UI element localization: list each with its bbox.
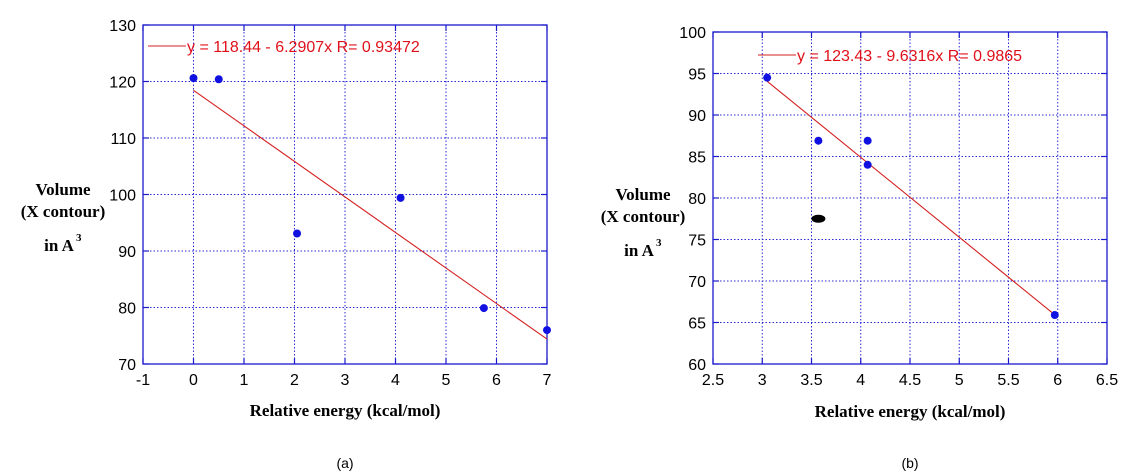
x-tick-label: 5.5 — [997, 372, 1019, 389]
x-tick-label: 3.5 — [800, 372, 822, 389]
data-point — [293, 229, 302, 238]
chart-b: 2.5 3 3.5 4 4.5 5 5.5 6 6.5 60 65 70 75 80 85 90 95 100 y … — [601, 25, 1118, 471]
y-axis-label-line3: in A — [44, 236, 74, 255]
x-tick-label: 6.5 — [1096, 372, 1118, 389]
y-tick-label: 95 — [688, 67, 706, 84]
y-tick-label: 120 — [109, 75, 136, 92]
x-axis-label: Relative energy (kcal/mol) — [250, 401, 441, 420]
x-tick-label: 5 — [955, 372, 964, 389]
y-tick-label: 75 — [688, 233, 706, 250]
x-tick-label: 1 — [240, 372, 249, 389]
y-tick-label: 100 — [679, 25, 706, 42]
x-tick-label: 6 — [1053, 372, 1062, 389]
y-axis-label-line1: Volume — [35, 180, 91, 199]
data-point — [863, 160, 872, 169]
x-tick-label: 3 — [758, 372, 767, 389]
data-point — [543, 326, 551, 335]
regression-line — [193, 89, 548, 340]
regression-line — [766, 80, 1056, 316]
y-tick-label: 70 — [118, 357, 136, 374]
y-axis-label-superscript: 3 — [76, 232, 82, 244]
y-tick-label: 60 — [688, 357, 706, 374]
x-tick-label: 3 — [341, 372, 350, 389]
x-tick-label: 4 — [856, 372, 865, 389]
x-tick-label: 2 — [290, 372, 299, 389]
data-point — [763, 73, 772, 82]
x-tick-label: 6 — [492, 372, 501, 389]
data-point — [479, 304, 488, 313]
data-point — [863, 136, 872, 145]
data-point — [214, 75, 223, 84]
y-tick-label: 70 — [688, 274, 706, 291]
data-point — [814, 136, 823, 145]
data-point — [1050, 311, 1059, 320]
x-tick-label: 5 — [442, 372, 451, 389]
panel-caption: (a) — [336, 455, 353, 471]
y-tick-label: 110 — [110, 131, 136, 148]
y-tick-label: 80 — [118, 301, 136, 318]
panel-caption: (b) — [901, 455, 918, 471]
y-axis-label-line2: (X contour) — [21, 202, 106, 221]
x-tick-label: 4 — [391, 372, 400, 389]
y-tick-label: 80 — [688, 191, 706, 208]
fit-equation-label: y = 118.44 - 6.2907x R= 0.93472 — [187, 39, 420, 56]
x-tick-label: 7 — [543, 372, 552, 389]
x-tick-label: -1 — [136, 372, 150, 389]
y-axis-label-line3: in A — [624, 241, 654, 260]
y-tick-label: 65 — [688, 316, 706, 333]
x-axis-label: Relative energy (kcal/mol) — [815, 402, 1006, 421]
chart-a: -1 0 1 2 3 4 5 6 7 70 80 90 100 110 120 130 y = 118.44 -… — [21, 18, 552, 471]
x-tick-label: 2.5 — [702, 372, 724, 389]
data-point — [396, 193, 405, 202]
y-tick-label: 100 — [109, 188, 136, 205]
y-axis-label-superscript: 3 — [656, 237, 662, 249]
x-tick-label: 0 — [189, 372, 198, 389]
y-tick-label: 90 — [688, 108, 706, 125]
x-tick-label: 4.5 — [899, 372, 921, 389]
y-tick-label: 130 — [109, 18, 136, 35]
y-tick-label: 85 — [688, 150, 706, 167]
outlier-point — [811, 214, 826, 223]
y-axis-label-line2: (X contour) — [601, 207, 686, 226]
y-axis-label-line1: Volume — [615, 185, 671, 204]
data-point — [189, 74, 198, 83]
y-tick-label: 90 — [118, 244, 136, 261]
fit-equation-label: y = 123.43 - 9.6316x R= 0.9865 — [797, 48, 1022, 65]
